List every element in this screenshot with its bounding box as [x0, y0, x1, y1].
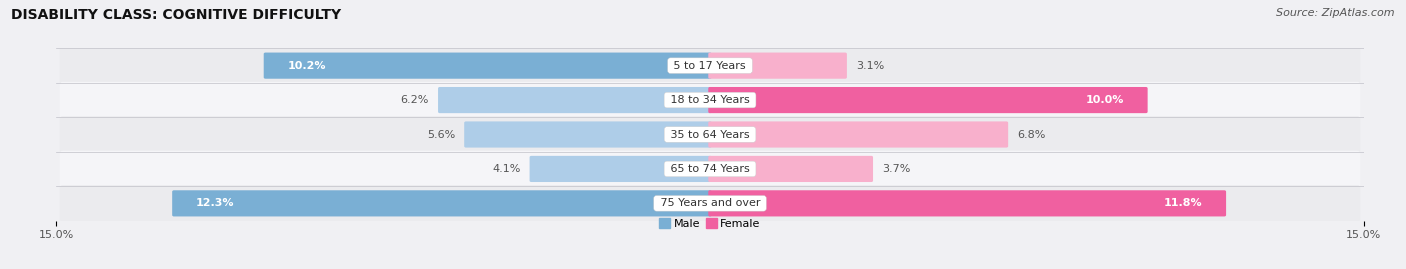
- FancyBboxPatch shape: [59, 116, 1361, 153]
- Text: 3.7%: 3.7%: [882, 164, 911, 174]
- FancyBboxPatch shape: [709, 190, 1226, 217]
- Text: 65 to 74 Years: 65 to 74 Years: [666, 164, 754, 174]
- Text: 3.1%: 3.1%: [856, 61, 884, 71]
- FancyBboxPatch shape: [59, 82, 1361, 118]
- Text: 35 to 64 Years: 35 to 64 Years: [666, 129, 754, 140]
- Text: 10.0%: 10.0%: [1085, 95, 1125, 105]
- FancyBboxPatch shape: [709, 52, 846, 79]
- Text: Source: ZipAtlas.com: Source: ZipAtlas.com: [1277, 8, 1395, 18]
- Text: 75 Years and over: 75 Years and over: [657, 198, 763, 208]
- FancyBboxPatch shape: [59, 151, 1361, 187]
- Text: 6.8%: 6.8%: [1018, 129, 1046, 140]
- Text: 5 to 17 Years: 5 to 17 Years: [671, 61, 749, 71]
- FancyBboxPatch shape: [464, 121, 711, 148]
- Text: 5.6%: 5.6%: [427, 129, 456, 140]
- FancyBboxPatch shape: [439, 87, 711, 113]
- Text: 12.3%: 12.3%: [195, 198, 235, 208]
- Text: 4.1%: 4.1%: [492, 164, 520, 174]
- Legend: Male, Female: Male, Female: [659, 218, 761, 229]
- FancyBboxPatch shape: [709, 156, 873, 182]
- Text: 10.2%: 10.2%: [287, 61, 326, 71]
- FancyBboxPatch shape: [172, 190, 711, 217]
- FancyBboxPatch shape: [59, 185, 1361, 222]
- FancyBboxPatch shape: [530, 156, 711, 182]
- Text: DISABILITY CLASS: COGNITIVE DIFFICULTY: DISABILITY CLASS: COGNITIVE DIFFICULTY: [11, 8, 342, 22]
- FancyBboxPatch shape: [264, 52, 711, 79]
- Text: 11.8%: 11.8%: [1164, 198, 1202, 208]
- FancyBboxPatch shape: [709, 87, 1147, 113]
- FancyBboxPatch shape: [709, 121, 1008, 148]
- Text: 18 to 34 Years: 18 to 34 Years: [666, 95, 754, 105]
- Text: 6.2%: 6.2%: [401, 95, 429, 105]
- FancyBboxPatch shape: [59, 47, 1361, 84]
